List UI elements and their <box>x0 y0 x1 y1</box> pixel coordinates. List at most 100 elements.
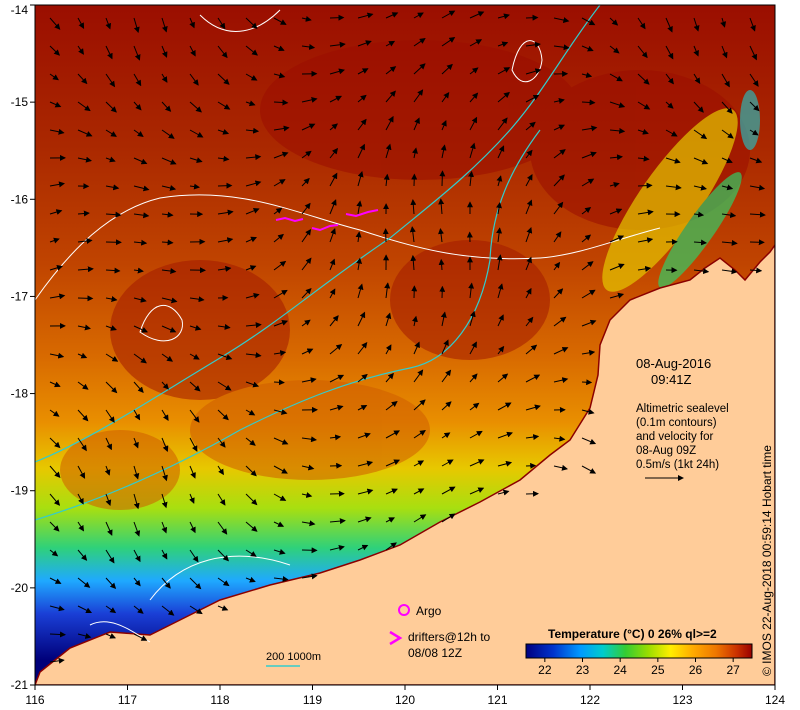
velocity-arrow <box>329 288 336 299</box>
velocity-arrow <box>49 577 62 584</box>
velocity-arrow <box>553 261 561 271</box>
velocity-arrow <box>133 73 142 87</box>
velocity-arrow <box>497 91 510 103</box>
velocity-arrow <box>104 465 111 476</box>
colorbar-title: Temperature (°C) 0 26% ql>=2 <box>548 627 717 641</box>
velocity-arrow <box>329 518 346 525</box>
velocity-arrow <box>245 236 258 243</box>
velocity-arrow <box>217 493 226 506</box>
velocity-arrow <box>77 295 94 302</box>
velocity-arrow <box>105 73 116 88</box>
velocity-arrow <box>525 94 540 103</box>
velocity-arrow <box>217 129 230 135</box>
velocity-arrow <box>161 73 168 83</box>
velocity-arrow <box>161 325 177 333</box>
velocity-arrow <box>273 260 287 271</box>
velocity-arrow <box>665 129 678 137</box>
velocity-arrow <box>217 101 231 110</box>
velocity-arrow <box>721 184 734 191</box>
velocity-arrow <box>273 45 285 52</box>
velocity-arrow <box>329 258 336 271</box>
velocity-arrow <box>189 353 200 360</box>
velocity-arrow <box>553 149 566 159</box>
velocity-arrow <box>329 434 342 441</box>
velocity-arrow <box>721 212 737 219</box>
velocity-arrow <box>385 344 392 355</box>
velocity-arrow <box>189 101 202 113</box>
argo-marker <box>398 604 410 616</box>
velocity-arrow <box>525 404 541 411</box>
velocity-arrow <box>189 521 196 534</box>
velocity-arrow <box>440 311 447 327</box>
velocity-arrow <box>245 549 257 557</box>
velocity-arrow <box>413 430 426 439</box>
velocity-arrow <box>301 492 313 498</box>
velocity-arrow <box>357 68 369 75</box>
velocity-arrow <box>637 17 646 30</box>
velocity-arrow <box>301 257 312 271</box>
velocity-arrow <box>441 119 447 131</box>
velocity-arrow <box>133 17 140 34</box>
velocity-arrow <box>385 430 400 439</box>
velocity-arrow <box>497 283 504 299</box>
velocity-arrow <box>693 211 705 218</box>
velocity-arrow <box>525 149 533 159</box>
velocity-arrow <box>301 464 315 471</box>
velocity-arrow <box>245 100 256 107</box>
velocity-arrow <box>721 239 738 246</box>
velocity-arrow <box>329 374 345 383</box>
velocity-arrow <box>105 521 113 536</box>
velocity-arrow <box>441 459 454 467</box>
velocity-arrow <box>693 239 707 246</box>
velocity-arrow <box>161 465 168 482</box>
velocity-arrow <box>469 92 479 103</box>
velocity-arrow <box>189 577 202 590</box>
velocity-arrow <box>273 521 285 527</box>
velocity-arrow <box>525 316 534 327</box>
lon-tick-label: 122 <box>580 693 600 707</box>
velocity-arrow <box>329 315 339 327</box>
velocity-arrow <box>581 206 592 215</box>
velocity-arrow <box>749 73 759 87</box>
velocity-arrow <box>357 373 368 383</box>
colorbar-ticks: 22 23 24 25 26 27 <box>538 658 740 677</box>
velocity-arrow <box>49 293 66 300</box>
velocity-arrow <box>133 437 139 449</box>
velocity-arrow <box>301 43 316 50</box>
velocity-arrow <box>357 544 369 551</box>
latitude-axis: -14 -15 -16 -17 -18 -19 -20 -21 <box>11 3 35 692</box>
velocity-arrow <box>77 521 85 532</box>
velocity-arrow <box>77 210 90 217</box>
velocity-arrow <box>329 95 342 103</box>
velocity-arrow <box>301 319 311 327</box>
velocity-arrow <box>329 199 337 215</box>
velocity-arrow <box>273 409 288 415</box>
velocity-arrow <box>413 514 427 523</box>
velocity-arrow <box>49 209 63 215</box>
velocity-arrow <box>245 409 256 416</box>
velocity-arrow <box>161 297 178 304</box>
velocity-arrow <box>637 73 650 85</box>
lon-tick-label: 118 <box>210 693 229 707</box>
velocity-arrow <box>49 128 65 135</box>
velocity-arrow <box>385 542 397 551</box>
velocity-arrow <box>413 12 424 19</box>
velocity-arrow <box>609 127 626 134</box>
velocity-arrow <box>161 409 169 421</box>
velocity-arrow <box>105 45 113 60</box>
velocity-arrow <box>273 289 288 299</box>
velocity-arrow <box>749 267 763 274</box>
velocity-arrow <box>721 101 733 114</box>
velocity-arrow <box>189 129 204 138</box>
velocity-arrow <box>385 312 392 327</box>
velocity-arrow <box>245 292 260 299</box>
velocity-arrow <box>105 549 115 564</box>
velocity-arrow <box>105 296 118 302</box>
velocity-arrow <box>441 401 452 411</box>
velocity-arrow <box>721 268 738 275</box>
velocity-arrow <box>413 341 420 355</box>
velocity-arrow <box>497 489 510 496</box>
velocity-arrow <box>496 227 503 243</box>
velocity-arrow <box>133 296 147 303</box>
velocity-arrow <box>665 17 673 33</box>
